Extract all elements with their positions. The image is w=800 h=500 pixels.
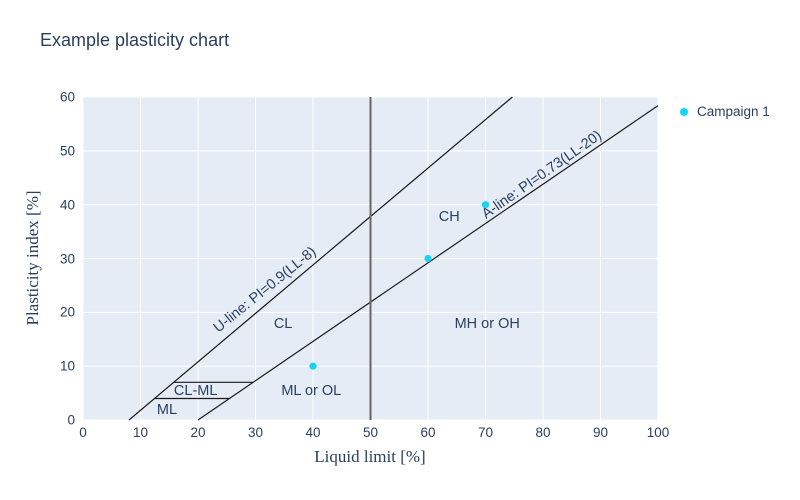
y-axis-title: Plasticity index [%] [23,190,42,326]
annotation-a-line-label: A-line: PI=0.73(LL-20) [478,127,605,223]
x-tick-label: 60 [420,425,436,440]
y-tick-label: 30 [59,251,75,266]
x-tick-label: 10 [132,425,149,440]
y-tick-label: 60 [59,89,75,105]
annotations-layer: U-line: PI=0.9(LL-8) A-line: PI=0.73(LL-2… [83,97,658,420]
plot-canvas [82,96,659,421]
y-tick-label: 40 [59,197,75,213]
x-tick-label: 100 [646,425,670,440]
x-tick-label: 50 [362,425,379,440]
chart-title: Example plasticity chart [40,30,230,50]
annotation-zone-ml-or-ol: ML or OL [281,383,342,400]
data-point[interactable] [424,254,432,263]
annotation-zone-ch: CH [438,209,460,226]
u-line [128,96,513,421]
data-point[interactable] [309,362,317,370]
annotation-zone-mh-or-oh: MH or OH [454,316,520,333]
x-tick-label: 70 [477,425,494,440]
legend-item-campaign-1[interactable]: Campaign 1 [680,104,770,119]
plot-area[interactable]: U-line: PI=0.9(LL-8) A-line: PI=0.73(LL-2… [82,96,659,421]
annotation-zone-cl-ml: CL-ML [173,383,218,400]
data-point[interactable] [481,201,490,209]
a-line [197,105,659,421]
x-axis-title: Liquid limit [%] [314,447,426,466]
x-tick-label: 30 [247,425,264,440]
x-tick-label: 40 [305,425,321,440]
y-tick-label: 10 [59,358,75,374]
y-tick-label: 0 [67,412,75,428]
legend-label: Campaign 1 [697,104,770,119]
y-tick-label: 50 [59,143,75,159]
y-tick-label: 20 [59,304,75,320]
x-tick-label: 80 [535,425,551,440]
annotation-u-line-label: U-line: PI=0.9(LL-8) [210,244,320,337]
x-tick-label: 0 [79,425,87,440]
annotation-zone-cl: CL [273,316,293,333]
legend-marker-icon [680,107,688,116]
x-tick-label: 90 [592,425,609,440]
annotation-zone-ml: ML [156,402,178,419]
x-tick-label: 20 [190,425,206,440]
